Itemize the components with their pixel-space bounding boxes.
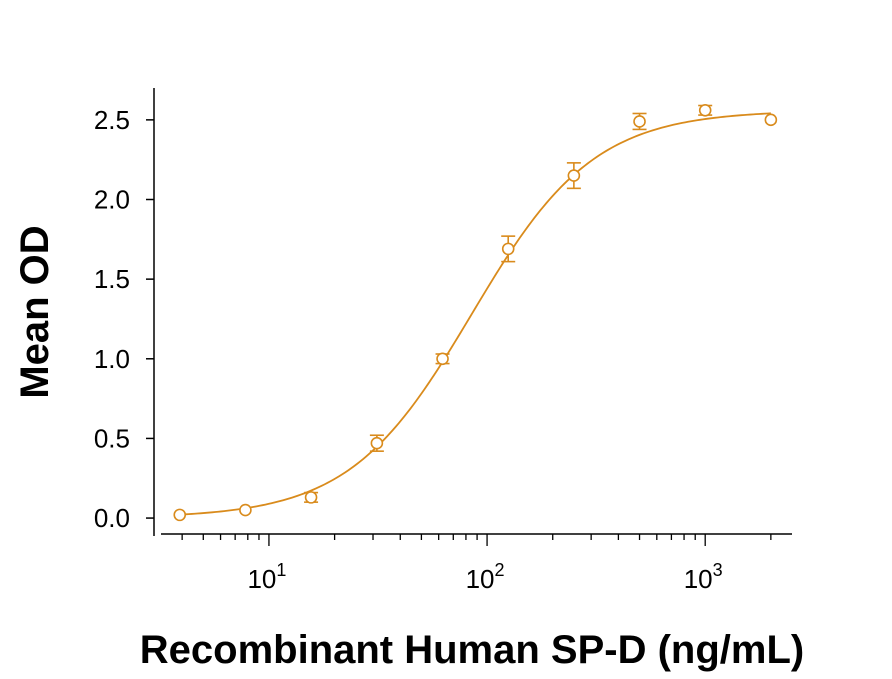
data-point <box>698 104 712 117</box>
data-point <box>173 508 187 522</box>
y-tick-label: 2.0 <box>94 185 130 215</box>
y-axis: 0.0 0.5 1.0 1.5 2.0 2.5 <box>94 88 155 536</box>
data-point <box>370 436 384 450</box>
x-ticks: 101 102 103 <box>181 534 772 594</box>
y-tick-label: 1.5 <box>94 264 130 294</box>
y-tick-label: 1.0 <box>94 344 130 374</box>
data-point <box>239 503 252 517</box>
data-points <box>173 104 778 522</box>
y-ticks: 0.0 0.5 1.0 1.5 2.0 2.5 <box>94 105 154 533</box>
y-tick-label: 2.5 <box>94 105 130 135</box>
x-tick-label: 103 <box>684 560 723 594</box>
x-axis: 101 102 103 <box>161 533 792 594</box>
fit-curve <box>179 112 771 516</box>
data-point <box>567 169 581 182</box>
x-axis-title: Recombinant Human SP-D (ng/mL) <box>140 628 804 672</box>
data-point <box>501 242 515 256</box>
data-point <box>304 491 318 504</box>
x-tick-label: 102 <box>466 560 505 594</box>
data-point <box>633 115 646 128</box>
y-tick-label: 0.0 <box>94 503 130 533</box>
x-tick-label: 101 <box>247 560 286 594</box>
y-axis-title: Mean OD <box>13 225 57 398</box>
y-tick-label: 0.5 <box>94 423 130 453</box>
data-point <box>436 352 449 366</box>
data-point <box>764 113 778 127</box>
